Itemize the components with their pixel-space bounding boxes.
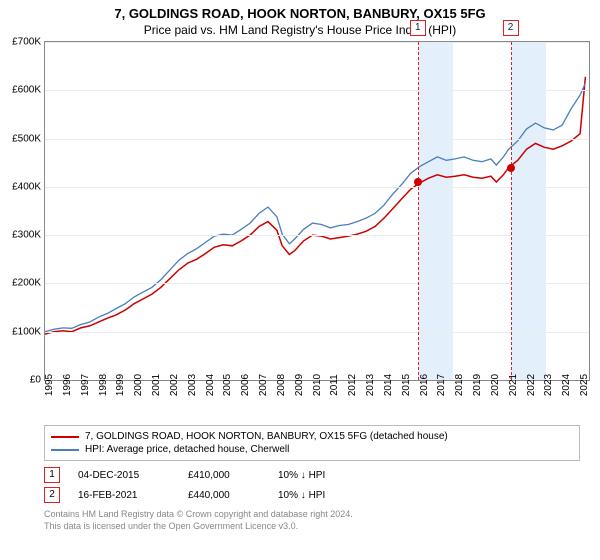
sale-marker: 1 [44,467,60,483]
sales-row: 1 04-DEC-2015 £410,000 10% ↓ HPI [44,465,580,485]
y-tick-label: £600K [12,85,41,96]
sales-table: 1 04-DEC-2015 £410,000 10% ↓ HPI 2 16-FE… [44,465,580,505]
x-tick-label: 2019 [472,374,483,396]
y-tick-label: £200K [12,278,41,289]
legend-swatch [51,449,79,451]
y-tick-label: £0 [30,375,41,386]
y-tick-label: £300K [12,230,41,241]
x-axis-labels: 1995199619971998199920002001200220032004… [44,381,590,419]
sale-pct: 10% ↓ HPI [278,490,348,501]
x-tick-label: 2001 [151,374,162,396]
legend-box: 7, GOLDINGS ROAD, HOOK NORTON, BANBURY, … [44,425,580,461]
legend-label: HPI: Average price, detached house, Cher… [85,444,289,455]
x-tick-label: 2009 [294,374,305,396]
y-tick-label: £100K [12,326,41,337]
x-tick-label: 2013 [365,374,376,396]
x-tick-label: 2002 [169,374,180,396]
footer-line: This data is licensed under the Open Gov… [44,521,580,533]
sales-row: 2 16-FEB-2021 £440,000 10% ↓ HPI [44,485,580,505]
sale-price: £410,000 [188,470,278,481]
x-tick-label: 2011 [329,374,340,396]
sale-dot [507,164,515,172]
x-tick-label: 2016 [419,374,430,396]
x-tick-label: 2010 [312,374,323,396]
x-tick-label: 2024 [561,374,572,396]
footer-line: Contains HM Land Registry data © Crown c… [44,509,580,521]
x-tick-label: 2005 [222,374,233,396]
x-tick-label: 2008 [276,374,287,396]
x-tick-label: 2025 [579,374,590,396]
x-tick-label: 2020 [490,374,501,396]
x-tick-label: 1995 [44,374,55,396]
sale-date: 04-DEC-2015 [78,470,188,481]
x-tick-label: 2017 [436,374,447,396]
x-tick-label: 2018 [454,374,465,396]
sale-marker: 2 [44,487,60,503]
y-tick-label: £400K [12,181,41,192]
x-tick-label: 2000 [133,374,144,396]
chart-plot-area: £0£100K£200K£300K£400K£500K£600K£700K12 [44,41,590,381]
legend-label: 7, GOLDINGS ROAD, HOOK NORTON, BANBURY, … [85,431,448,442]
x-tick-label: 1999 [115,374,126,396]
chart-title: 7, GOLDINGS ROAD, HOOK NORTON, BANBURY, … [0,0,600,21]
sale-dot [414,178,422,186]
x-tick-label: 1997 [80,374,91,396]
chart-container: 7, GOLDINGS ROAD, HOOK NORTON, BANBURY, … [0,0,600,560]
x-tick-label: 2022 [526,374,537,396]
y-tick-label: £700K [12,37,41,48]
sale-pct: 10% ↓ HPI [278,470,348,481]
x-tick-label: 2006 [240,374,251,396]
x-tick-label: 1996 [62,374,73,396]
legend-item: 7, GOLDINGS ROAD, HOOK NORTON, BANBURY, … [51,430,573,443]
x-tick-label: 2021 [508,374,519,396]
sale-date: 16-FEB-2021 [78,490,188,501]
legend-item: HPI: Average price, detached house, Cher… [51,443,573,456]
x-tick-label: 1998 [98,374,109,396]
legend-swatch [51,436,79,438]
x-tick-label: 2014 [383,374,394,396]
x-tick-label: 2023 [543,374,554,396]
x-tick-label: 2003 [187,374,198,396]
chart-sale-marker: 1 [410,20,426,36]
chart-sale-marker: 2 [503,20,519,36]
y-tick-label: £500K [12,133,41,144]
sale-price: £440,000 [188,490,278,501]
x-tick-label: 2004 [205,374,216,396]
footer-attribution: Contains HM Land Registry data © Crown c… [44,509,580,532]
x-tick-label: 2012 [347,374,358,396]
x-tick-label: 2015 [401,374,412,396]
x-tick-label: 2007 [258,374,269,396]
chart-lines-svg [45,42,589,380]
series-line-price_paid [45,77,585,334]
series-line-hpi [45,83,585,332]
